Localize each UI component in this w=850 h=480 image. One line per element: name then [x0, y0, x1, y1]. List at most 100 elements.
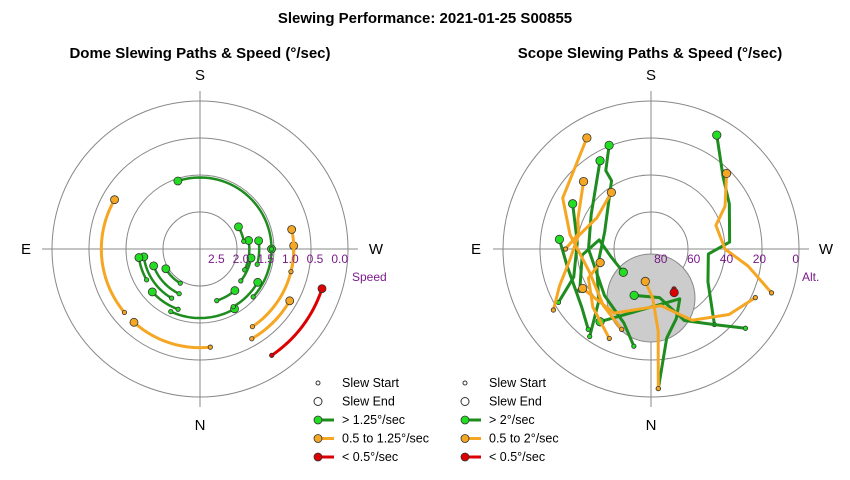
legend-dot-slow: [313, 452, 323, 462]
slew-start-point: [562, 246, 569, 252]
slew-end-point: [712, 130, 722, 140]
slew-path-slow: [270, 288, 324, 357]
slew-end-point: [253, 277, 263, 287]
dome-cardinal-left: E: [21, 241, 31, 258]
slew-start-point: [619, 326, 625, 332]
radial-tick-label: 0.5: [307, 252, 324, 266]
scope-cardinal-right: W: [819, 241, 834, 258]
slew-end-point: [134, 253, 144, 262]
slew-path-medium: [561, 137, 623, 331]
radial-tick-label: 0.0: [331, 252, 348, 266]
slew-end-point: [230, 286, 240, 295]
slew-start-point: [742, 325, 749, 331]
slew-end-point: [234, 222, 243, 232]
slew-end-point: [595, 156, 605, 166]
slew-path-fast: [232, 281, 259, 308]
slew-start-point: [655, 385, 661, 392]
slew-start-point: [238, 278, 244, 284]
slew-start-point: [249, 336, 255, 342]
slew-start-point: [230, 304, 236, 310]
legend-label: Slew End: [489, 395, 542, 409]
slew-path-medium: [551, 191, 613, 311]
radial-tick-label: 2.0: [233, 252, 250, 266]
slew-path-medium: [643, 280, 660, 389]
slew-start-point: [121, 309, 128, 316]
slew-start-point: [268, 246, 275, 252]
dome-cardinal-bottom: N: [195, 417, 206, 434]
legend-end-marker: [460, 397, 470, 406]
page-title: Slewing Performance: 2021-01-25 S00855: [277, 10, 573, 27]
slew-start-point: [288, 269, 294, 275]
slew-end-point: [568, 199, 578, 209]
legend-start-marker: [462, 380, 468, 386]
slew-start-point: [249, 324, 256, 330]
slew-end-point: [618, 267, 628, 277]
slew-path-fast: [252, 248, 273, 298]
legend-label: Slew Start: [489, 376, 546, 390]
slew-end-point: [606, 187, 616, 198]
slew-start-point: [631, 343, 637, 349]
slew-start-point: [175, 306, 181, 312]
radial-tick-label: 40: [720, 252, 734, 266]
dome-grid: [42, 91, 358, 407]
legend-label: 0.5 to 2°/sec: [489, 432, 559, 446]
legend-label: Slew Start: [342, 376, 399, 390]
scope-legend: Slew Start Slew End > 2°/sec 0.5 to 2°/sec <…: [460, 376, 559, 464]
radial-tick-label: 0: [792, 252, 799, 266]
scope-polar-chart: 80 60 40 20 0 S N E W Alt.: [471, 67, 834, 434]
scope-cardinal-top: S: [646, 67, 656, 84]
legend-dot-fast: [313, 415, 323, 425]
slew-end-point: [129, 317, 139, 327]
legend-label: < 0.5°/sec: [489, 450, 545, 464]
slew-start-point: [254, 261, 260, 267]
legend-label: 0.5 to 1.25°/sec: [342, 432, 429, 446]
slew-end-point: [595, 258, 605, 268]
legend-dot-fast: [460, 415, 470, 425]
slew-end-point: [287, 225, 297, 234]
slew-path-fast: [578, 238, 625, 291]
legend-label: > 1.25°/sec: [342, 413, 405, 427]
dome-cardinal-top: S: [195, 67, 205, 84]
slew-start-point: [168, 308, 174, 315]
legend-label: Slew End: [342, 395, 395, 409]
radial-tick-label: 1.5: [257, 252, 274, 266]
scope-cardinal-left: E: [471, 241, 481, 258]
slew-end-point: [246, 253, 256, 263]
radial-tick-label: 2.5: [208, 252, 225, 266]
legend-dot-slow: [460, 452, 470, 462]
slew-start-point: [606, 335, 612, 342]
slew-end-point: [110, 195, 119, 205]
legend-label: < 0.5°/sec: [342, 450, 398, 464]
slew-path-fast: [142, 256, 173, 300]
slew-start-point: [177, 280, 183, 286]
slew-path-medium: [251, 300, 292, 341]
radial-tick-label: 80: [654, 252, 668, 266]
slew-start-point: [241, 238, 247, 244]
slew-path-fast: [706, 134, 732, 325]
scope-radial-ticks: 80 60 40 20 0: [654, 252, 799, 266]
slew-start-point: [585, 326, 591, 332]
slew-end-point: [317, 284, 327, 294]
slew-end-point: [629, 290, 639, 300]
slew-start-point: [176, 291, 182, 297]
legend-label: > 2°/sec: [489, 413, 535, 427]
slew-path-fast: [599, 297, 682, 389]
slew-path-medium: [581, 287, 757, 322]
slew-path-medium: [714, 173, 773, 294]
slew-path-fast: [587, 160, 636, 347]
dome-radial-axis-name: Speed: [352, 270, 387, 284]
slew-end-point: [721, 168, 732, 179]
slew-end-point: [161, 264, 171, 274]
dome-radial-ticks: 2.5 2.0 1.5 1.0 0.5 0.0: [208, 252, 348, 266]
radial-tick-label: 60: [687, 252, 701, 266]
radial-tick-label: 1.0: [282, 252, 299, 266]
slew-end-point: [554, 234, 565, 244]
slew-path-medium: [99, 198, 126, 314]
slew-path-medium: [132, 321, 211, 350]
slew-path-medium: [564, 181, 586, 250]
slew-start-point: [207, 344, 213, 350]
slew-end-point: [578, 176, 589, 187]
radial-tick-label: 20: [753, 252, 767, 266]
slew-start-point: [143, 277, 150, 283]
